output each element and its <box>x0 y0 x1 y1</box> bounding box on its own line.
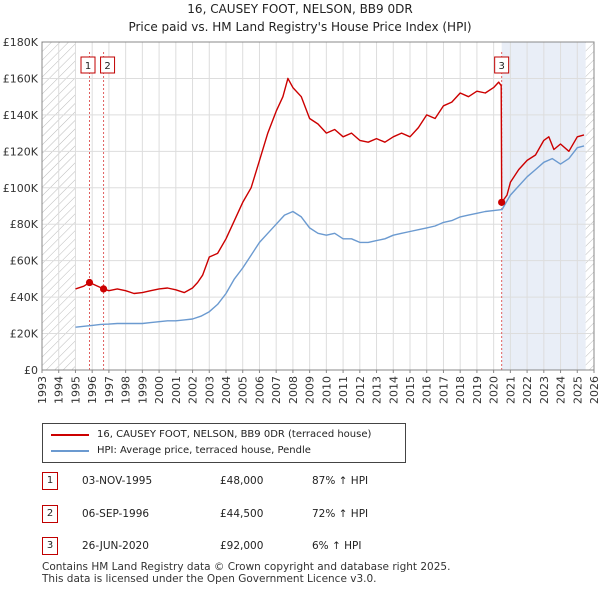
sale-label-text: 3 <box>498 61 504 72</box>
x-tick-label: 2010 <box>320 376 333 404</box>
y-tick-label: £60K <box>10 255 39 268</box>
footer: Contains HM Land Registry data © Crown c… <box>42 561 450 585</box>
x-tick-label: 2012 <box>354 376 367 404</box>
sale-hpi-change: 72% ↑ HPI <box>312 508 369 520</box>
y-tick-label: £140K <box>3 109 39 122</box>
property-price-line <box>75 77 585 295</box>
y-tick-label: £0 <box>24 364 38 377</box>
y-tick-label: £180K <box>3 36 39 49</box>
sale-date: 26-JUN-2020 <box>82 540 149 552</box>
x-tick-label: 2000 <box>153 376 166 404</box>
sale-label-text: 2 <box>104 61 110 72</box>
sale-price: £48,000 <box>220 475 264 487</box>
x-tick-label: 1993 <box>36 376 49 404</box>
x-tick-label: 1995 <box>69 376 82 404</box>
sale-badge: 3 <box>42 537 58 555</box>
x-tick-label: 2001 <box>170 376 183 404</box>
sale-label-box: 3 <box>494 56 510 74</box>
x-tick-label: 2007 <box>270 376 283 404</box>
sale-point <box>85 278 94 287</box>
sale-price: £92,000 <box>220 540 264 552</box>
x-tick-label: 2024 <box>555 376 568 404</box>
x-tick-label: 2008 <box>287 376 300 404</box>
price-chart: 1 2 3 £0 £20K £40K £60K £80K £100K £120K £140K £160… <box>3 36 600 404</box>
x-tick-label: 2026 <box>588 376 600 404</box>
x-tick-label: 2023 <box>538 376 551 404</box>
x-tick-label: 2021 <box>504 376 517 404</box>
y-tick-label: £80K <box>10 218 39 231</box>
hpi-line <box>75 145 585 328</box>
x-tick-label: 2015 <box>404 376 417 404</box>
y-tick-label: £160K <box>3 72 39 85</box>
x-tick-label: 2013 <box>371 376 384 404</box>
legend-label-hpi: HPI: Average price, terraced house, Pend… <box>97 445 311 456</box>
x-tick-label: 2014 <box>387 376 400 404</box>
sale-price: £44,500 <box>220 508 264 520</box>
legend-swatch-property <box>51 434 89 436</box>
x-tick-label: 2018 <box>454 376 467 404</box>
y-tick-label: £20K <box>10 328 39 341</box>
x-tick-label: 2004 <box>220 376 233 404</box>
x-tick-label: 2006 <box>253 376 266 404</box>
sale-badge: 1 <box>42 472 58 490</box>
x-tick-label: 2002 <box>187 376 200 404</box>
x-tick-label: 1999 <box>136 376 149 404</box>
x-tick-label: 2020 <box>488 376 501 404</box>
plot-border <box>41 41 595 371</box>
legend-label-property: 16, CAUSEY FOOT, NELSON, BB9 0DR (terrac… <box>97 429 372 440</box>
legend-swatch-hpi <box>51 450 89 452</box>
sale-badge: 2 <box>42 505 58 523</box>
x-tick-label: 2017 <box>437 376 450 404</box>
x-tick-label: 1996 <box>86 376 99 404</box>
sale-label-box: 1 <box>80 56 96 74</box>
x-tick-label: 1994 <box>53 376 66 404</box>
y-tick-label: £40K <box>10 291 39 304</box>
x-tick-label: 1997 <box>103 376 116 404</box>
footer-copyright: Contains HM Land Registry data © Crown c… <box>42 561 451 573</box>
sale-point <box>498 198 506 206</box>
sale-label-box: 2 <box>100 56 116 74</box>
x-tick-label: 2025 <box>571 376 584 404</box>
sale-point <box>99 285 108 293</box>
x-tick-label: 1998 <box>120 376 133 404</box>
legend: 16, CAUSEY FOOT, NELSON, BB9 0DR (terrac… <box>42 423 406 463</box>
chart-title: 16, CAUSEY FOOT, NELSON, BB9 0DR <box>187 2 413 16</box>
x-tick-label: 2011 <box>337 376 350 404</box>
sale-hpi-change: 87% ↑ HPI <box>312 475 369 487</box>
y-tick-label: £100K <box>3 182 39 195</box>
sale-hpi-change: 6% ↑ HPI <box>312 540 362 552</box>
x-tick-label: 2016 <box>421 376 434 404</box>
chart-subtitle: Price paid vs. HM Land Registry's House … <box>128 20 472 34</box>
sale-date: 06-SEP-1996 <box>82 508 150 520</box>
x-tick-label: 2022 <box>521 376 534 404</box>
footer-licence: This data is licensed under the Open Gov… <box>42 573 377 585</box>
x-tick-label: 2009 <box>304 376 317 404</box>
sale-label-text: 1 <box>85 61 91 72</box>
sale-date: 03-NOV-1995 <box>82 475 153 487</box>
x-tick-label: 2003 <box>203 376 216 404</box>
y-tick-label: £120K <box>3 145 39 158</box>
x-tick-label: 2005 <box>237 376 250 404</box>
forecast-hatch <box>585 42 594 370</box>
x-tick-label: 2019 <box>471 376 484 404</box>
